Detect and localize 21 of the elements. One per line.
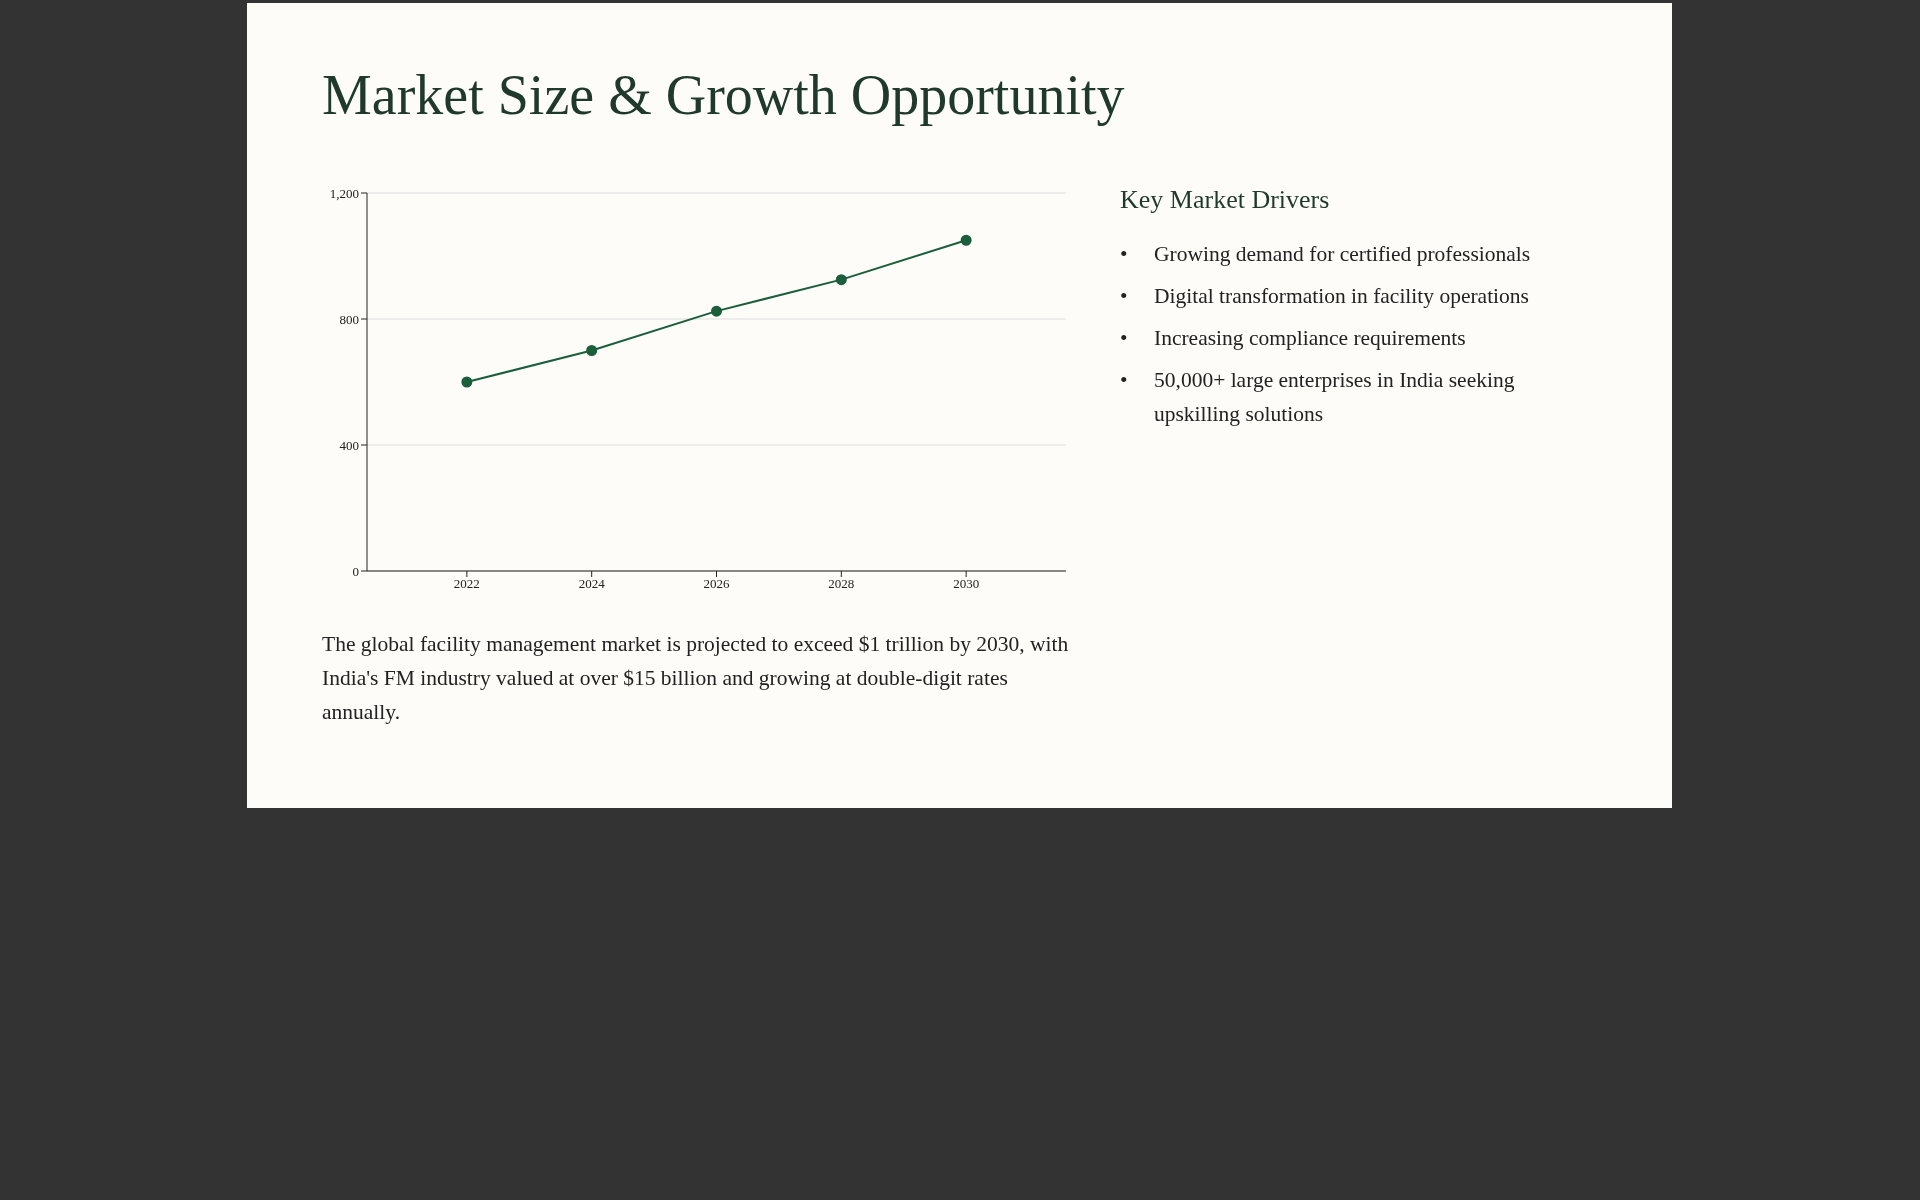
chart-title: Market Size & Growth Opportunity bbox=[322, 63, 1125, 127]
x-tick-label: 2028 bbox=[828, 576, 855, 592]
x-tick-label: 2026 bbox=[703, 576, 730, 592]
x-tick-label: 2024 bbox=[578, 576, 606, 592]
x-tick-label: 2030 bbox=[953, 576, 980, 592]
point bbox=[461, 376, 473, 388]
point bbox=[835, 274, 847, 286]
text: • Digital transformation in facility operations bbox=[1120, 284, 1529, 308]
text: • Increasing compliance requirements bbox=[1120, 326, 1466, 350]
text: • Growing demand for certified professionals bbox=[1120, 242, 1531, 266]
text: • 50,000+ large enterprises in India seeking upskilling solutions bbox=[1120, 368, 1515, 426]
y-tick-label: 400 bbox=[339, 437, 359, 453]
point bbox=[960, 234, 972, 246]
text: Key Market Drivers bbox=[1120, 185, 1330, 215]
y-tick-label: 1,200 bbox=[329, 185, 359, 201]
x-tick-label: 2022 bbox=[453, 576, 480, 592]
point bbox=[586, 345, 598, 356]
point bbox=[711, 305, 722, 317]
y-tick-label: 0 bbox=[352, 563, 359, 579]
y-tick-label: 800 bbox=[339, 311, 359, 327]
text: The global facility management market is projected to exceed $1 trillion by 2030, with India's FM industry valued at over $15 billion and growing at double-digit rates annually. bbox=[322, 631, 1070, 726]
